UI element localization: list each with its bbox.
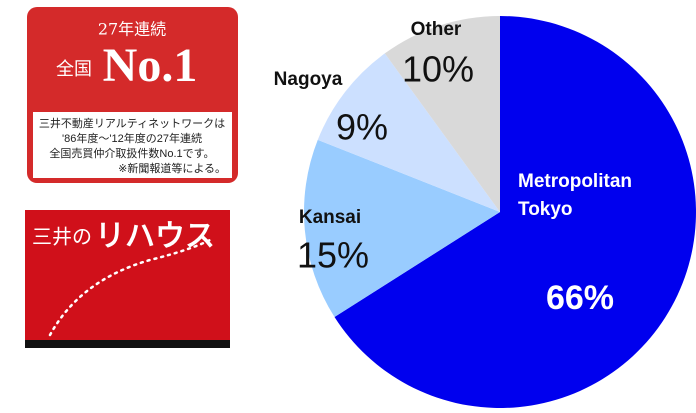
slice-label: Metropolitan Tokyo [518,171,632,220]
brand-dots [48,238,212,337]
badge-line: 全国売買仲介取扱件数No.1です。 [49,146,214,160]
pie-slice [303,139,500,318]
pie-slice [317,53,500,212]
badge-line: 三井不動産リアルティネットワークは [39,116,225,130]
slice-label: Nagoya [274,69,343,90]
value-label: 9% [336,107,388,148]
badge-years: 27年連続 [98,20,166,39]
badge: 27年連続 全国 No.1 三井不動産リアルティネットワークは '86年度～'1… [27,7,238,183]
slice-label: Other [411,19,462,40]
pie-slice [384,16,500,212]
badge-panel [33,112,232,178]
value-label: 10% [402,49,474,90]
brand-logo: 三井の リハウス [25,210,230,348]
value-label: 15% [297,235,369,276]
brand-background [25,210,230,342]
badge-line: '86年度～'12年度の27年連続 [62,131,202,145]
slice-label-line: Metropolitan [518,171,632,192]
badge-nationwide: 全国 [56,59,92,80]
badge-rank: No.1 [103,39,198,92]
brand-prefix: 三井の [32,225,92,248]
value-label: 66% [546,279,614,317]
slice-label: Kansai [299,207,361,228]
brand-bar [25,340,230,348]
pie-slice [334,16,696,408]
brand-name: リハウス [95,220,215,253]
pie: Metropolitan Tokyo 66% Kansai 15% Nagoya 9% Oth… [274,16,696,408]
slice-label-line: Tokyo [518,199,573,220]
badge-note: ※新聞報道等による。 [118,161,226,175]
